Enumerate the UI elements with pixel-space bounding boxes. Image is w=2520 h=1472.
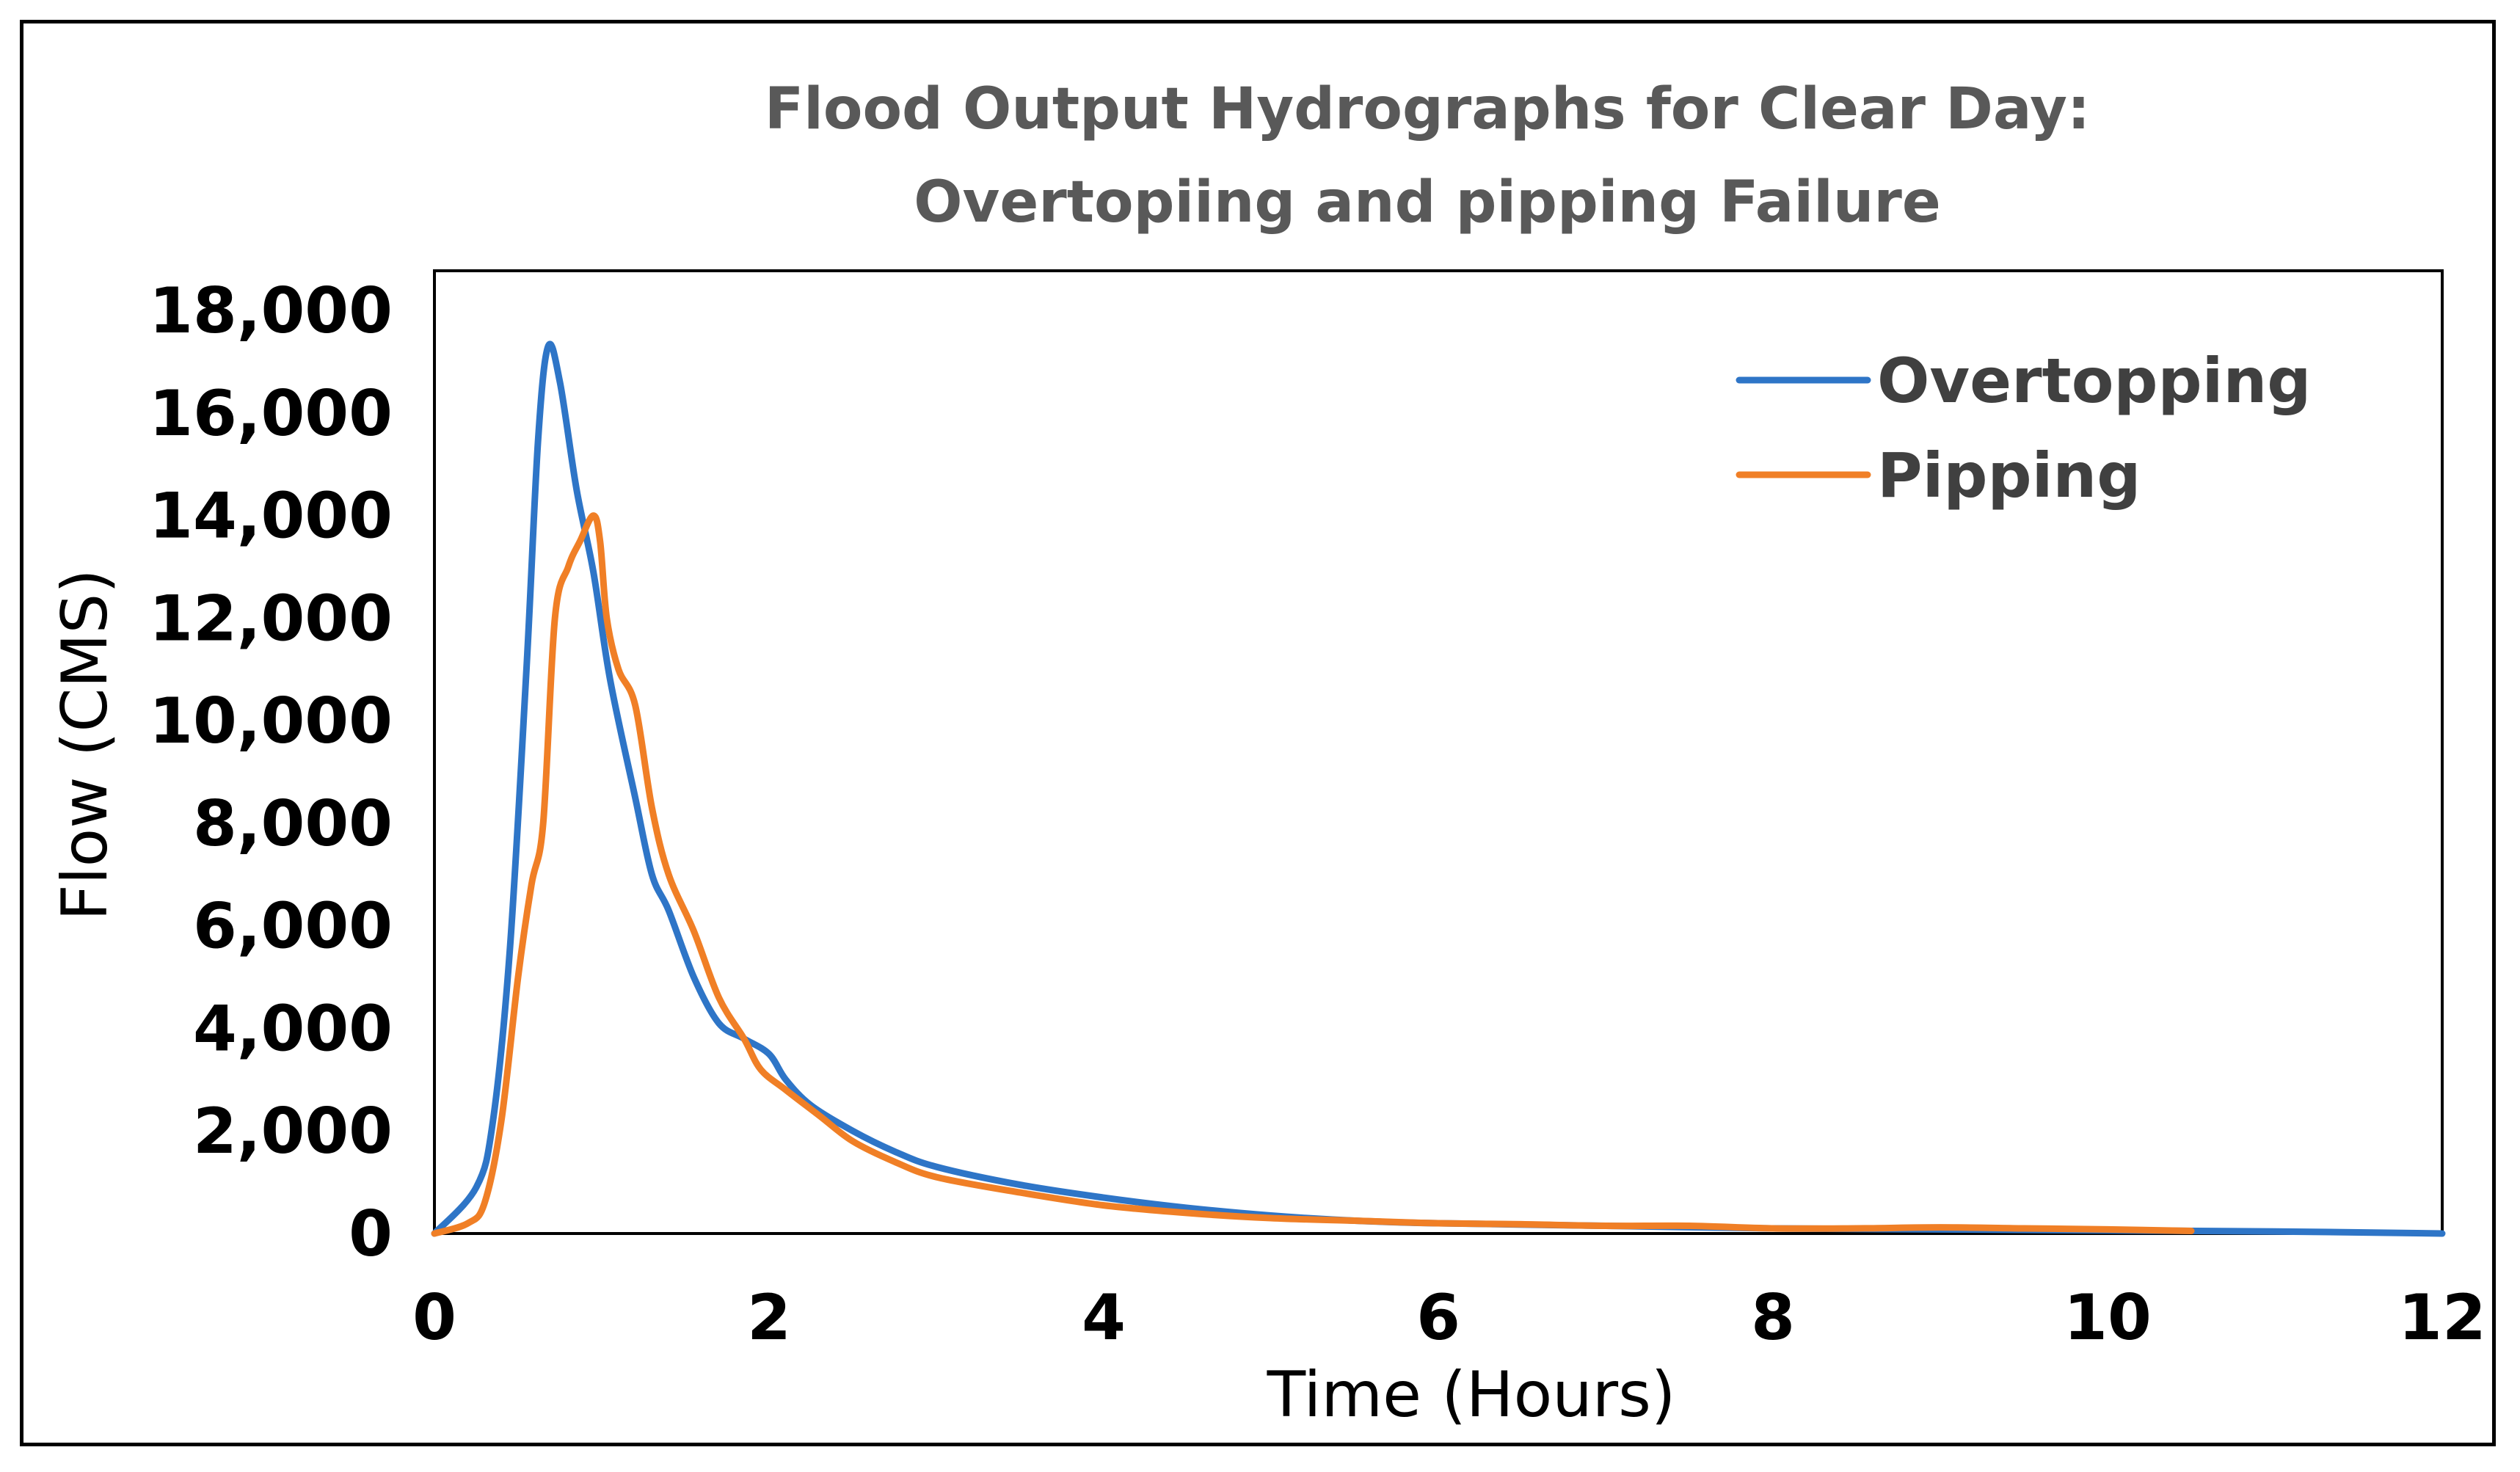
x-tick-label: 4: [1082, 1281, 1126, 1355]
figure-frame: Flood Output Hydrographs for Clear Day: …: [20, 20, 2496, 1446]
y-tick-label: 8,000: [193, 787, 393, 861]
y-axis-title: Flow (CMS): [48, 569, 122, 921]
chart-title-line-1: Flood Output Hydrographs for Clear Day:: [765, 76, 2090, 142]
y-tick-label: 14,000: [149, 480, 393, 553]
legend-label-pipping: Pipping: [1877, 440, 2141, 511]
x-tick-label: 8: [1751, 1281, 1795, 1355]
y-tick-label: 0: [349, 1198, 393, 1271]
y-tick-label: 4,000: [193, 992, 393, 1065]
x-tick-label: 6: [1416, 1281, 1460, 1355]
x-axis-title: Time (Hours): [1267, 1358, 1676, 1432]
y-axis-ticks: 0 2,000 4,000 6,000 8,000 10,000 12,000 14,000 1…: [149, 274, 393, 1271]
y-tick-label: 16,000: [149, 377, 393, 451]
series-layer: [431, 340, 2446, 1237]
x-tick-label: 10: [2064, 1281, 2152, 1355]
x-tick-label: 12: [2398, 1281, 2486, 1355]
legend-label-overtopping: Overtopping: [1877, 345, 2311, 417]
y-tick-label: 2,000: [193, 1095, 393, 1168]
series-line-pipping: [431, 512, 2195, 1237]
x-axis-ticks: 0 2 4 6 8 10 12: [412, 1281, 2486, 1355]
y-tick-label: 6,000: [193, 890, 393, 963]
y-tick-label: 10,000: [149, 685, 393, 758]
plot-area: [433, 269, 2444, 1235]
y-tick-label: 18,000: [149, 274, 393, 348]
chart-title: Flood Output Hydrographs for Clear Day: …: [765, 76, 2090, 236]
y-tick-label: 12,000: [149, 582, 393, 655]
x-tick-label: 0: [412, 1281, 456, 1355]
x-tick-label: 2: [747, 1281, 791, 1355]
legend: Overtopping Pipping: [1736, 345, 2311, 511]
chart: Flood Output Hydrographs for Clear Day: …: [48, 76, 2486, 1432]
chart-title-line-2: Overtopiing and pipping Failure: [914, 170, 1941, 236]
